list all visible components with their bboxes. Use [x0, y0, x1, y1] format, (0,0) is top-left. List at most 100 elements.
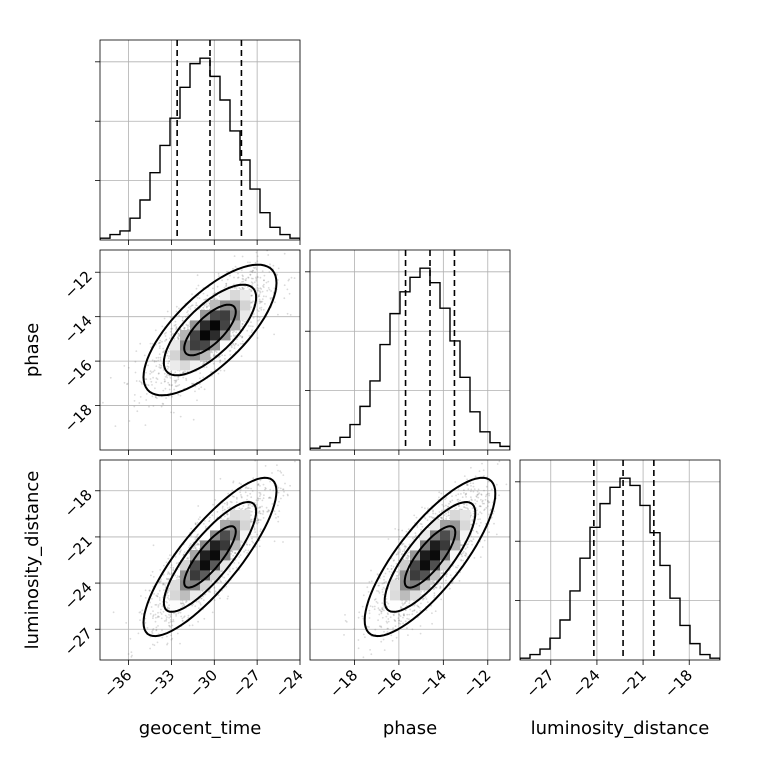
scatter-point	[154, 613, 157, 616]
scatter-point	[237, 562, 240, 564]
scatter-point	[227, 492, 230, 495]
scatter-point	[143, 354, 146, 357]
density-block	[190, 590, 201, 601]
density-blocks	[170, 510, 251, 611]
scatter-point	[152, 405, 155, 407]
scatter-point	[433, 594, 436, 597]
scatter-point	[167, 350, 170, 353]
scatter-point	[187, 313, 190, 316]
scatter-point	[163, 378, 166, 381]
scatter-point	[183, 615, 186, 618]
scatter-point	[258, 495, 261, 497]
scatter-point	[163, 317, 166, 320]
scatter-point	[476, 494, 479, 496]
scatter-point	[189, 308, 192, 310]
scatter-point	[176, 336, 179, 339]
density-block	[170, 350, 181, 361]
histogram-geocent_time	[100, 57, 300, 240]
scatter-point	[236, 338, 238, 341]
scatter-point	[400, 620, 402, 623]
scatter-point	[172, 333, 174, 335]
scatter-point	[206, 306, 208, 308]
scatter-point	[139, 342, 142, 345]
scatter-point	[192, 603, 194, 606]
scatter-content	[102, 250, 300, 427]
scatter-point	[158, 372, 160, 375]
scatter-point	[212, 355, 215, 358]
scatter-point	[144, 597, 147, 599]
scatter-point	[250, 281, 253, 284]
scatter-point	[177, 378, 180, 381]
scatter-point	[177, 337, 180, 339]
scatter-point	[208, 590, 210, 593]
scatter-point	[177, 332, 180, 335]
scatter-point	[158, 589, 161, 592]
scatter-point	[416, 526, 419, 528]
scatter-point	[151, 570, 154, 573]
scatter-point	[140, 613, 143, 615]
scatter-point	[380, 625, 382, 628]
scatter-point	[155, 594, 158, 597]
scatter-point	[199, 383, 201, 385]
scatter-point	[230, 335, 233, 338]
scatter-point	[230, 345, 233, 347]
scatter-point	[475, 495, 478, 497]
scatter-point	[253, 528, 256, 531]
scatter-point	[383, 630, 385, 633]
scatter-point	[237, 277, 239, 279]
scatter-point	[282, 494, 285, 497]
scatter-point	[471, 507, 474, 510]
scatter-point	[167, 587, 170, 590]
scatter-point	[194, 307, 197, 309]
scatter-point	[255, 522, 258, 524]
scatter-point	[405, 530, 408, 533]
scatter-point	[252, 541, 255, 544]
scatter-point	[417, 605, 420, 608]
scatter-point	[145, 378, 147, 380]
scatter-point	[441, 572, 443, 575]
scatter-point	[161, 636, 164, 639]
x-tick-label: −27	[229, 666, 264, 701]
scatter-point	[434, 512, 437, 515]
scatter-point	[485, 493, 488, 496]
scatter-point	[181, 617, 184, 620]
scatter-point	[394, 625, 397, 628]
scatter-point	[219, 369, 222, 372]
scatter-point	[160, 613, 163, 615]
corner-panels: −18−16−14−12−27−24−21−18−36 −33 −30 −27 −24−…	[61, 39, 721, 701]
scatter-point	[395, 562, 398, 565]
scatter-point	[472, 510, 475, 513]
scatter-point	[407, 634, 409, 636]
scatter-point	[226, 502, 229, 505]
scatter-point	[274, 301, 276, 304]
scatter-point	[178, 611, 181, 613]
scatter-point	[127, 366, 130, 369]
scatter-point	[445, 575, 448, 578]
scatter-point	[257, 288, 260, 290]
density-block	[190, 340, 201, 351]
density-block	[190, 330, 201, 341]
scatter-point	[254, 266, 257, 269]
scatter-point	[404, 609, 407, 612]
scatter-point	[269, 488, 272, 491]
scatter-point	[229, 354, 232, 356]
scatter-point	[183, 371, 185, 374]
scatter-point	[176, 632, 179, 635]
scatter-point	[471, 499, 473, 502]
scatter-point	[187, 614, 190, 617]
scatter-point	[256, 315, 259, 318]
scatter-point	[268, 509, 270, 512]
scatter-point	[440, 582, 443, 585]
scatter-point	[165, 600, 167, 603]
scatter-point	[267, 287, 270, 289]
scatter-point	[156, 641, 159, 644]
scatter-point	[382, 605, 385, 607]
scatter-point	[401, 553, 404, 555]
scatter-point	[402, 622, 404, 625]
scatter-point	[257, 289, 260, 292]
scatter-point	[212, 287, 214, 290]
scatter-point	[243, 321, 246, 323]
scatter-point	[398, 619, 401, 622]
scatter-point	[416, 604, 419, 607]
density-block	[210, 300, 221, 311]
